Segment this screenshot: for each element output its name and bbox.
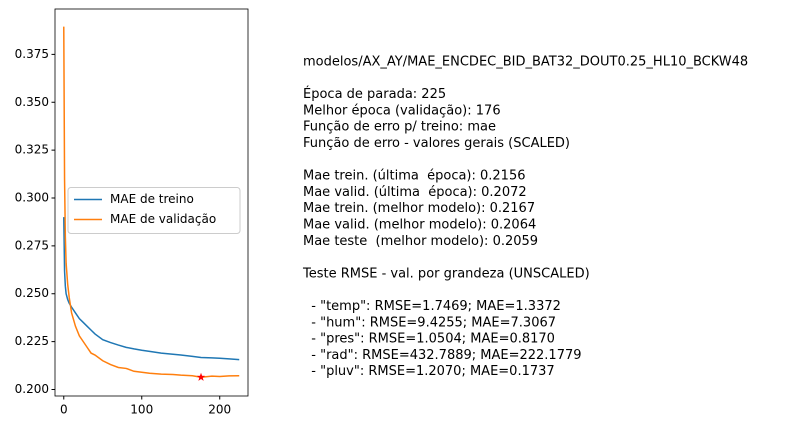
info-text: - "pres": RMSE=1.0504; MAE=0.8170 bbox=[303, 332, 555, 347]
x-tick-label: 100 bbox=[130, 403, 153, 417]
y-tick-label: 0.375 bbox=[15, 47, 49, 61]
info-text: - "pluv": RMSE=1.2070; MAE=0.1737 bbox=[303, 364, 555, 379]
x-tick-label: 200 bbox=[208, 403, 231, 417]
y-tick-label: 0.350 bbox=[15, 95, 49, 109]
info-text: Função de erro p/ treino: mae bbox=[303, 120, 496, 135]
y-tick-label: 0.300 bbox=[15, 191, 49, 205]
x-tick-label: 0 bbox=[60, 403, 68, 417]
legend-label: MAE de treino bbox=[110, 192, 194, 206]
info-text: - "hum": RMSE=9.4255; MAE=7.3067 bbox=[303, 315, 556, 330]
info-text: Mae trein. (melhor modelo): 0.2167 bbox=[303, 201, 535, 216]
series-line bbox=[63, 217, 240, 361]
info-text: Função de erro - valores gerais (SCALED) bbox=[303, 136, 570, 151]
legend-box bbox=[67, 187, 241, 234]
info-text: Mae valid. (última época): 0.2072 bbox=[303, 185, 527, 200]
info-text: Mae teste (melhor modelo): 0.2059 bbox=[303, 234, 538, 249]
y-tick-label: 0.200 bbox=[15, 382, 49, 396]
series-line bbox=[63, 26, 240, 378]
info-text: Teste RMSE - val. por grandeza (UNSCALED… bbox=[302, 266, 590, 281]
info-text: Mae valid. (melhor modelo): 0.2064 bbox=[303, 218, 536, 233]
y-tick-label: 0.250 bbox=[15, 286, 49, 300]
info-text: Mae trein. (última época): 0.2156 bbox=[303, 169, 526, 184]
y-tick-label: 0.325 bbox=[15, 143, 49, 157]
info-text: - "temp": RMSE=1.7469; MAE=1.3372 bbox=[303, 299, 561, 314]
y-tick-label: 0.225 bbox=[15, 334, 49, 348]
info-text: Melhor época (validação): 176 bbox=[303, 103, 501, 118]
axes-frame bbox=[54, 8, 249, 397]
legend-label: MAE de validação bbox=[110, 212, 216, 226]
info-text: - "rad": RMSE=432.7889; MAE=222.1779 bbox=[303, 348, 582, 363]
y-tick-label: 0.275 bbox=[15, 238, 49, 252]
best-point bbox=[196, 372, 206, 381]
info-text: modelos/AX_AY/MAE_ENCDEC_BID_BAT32_DOUT0… bbox=[303, 55, 748, 70]
info-text: Época de parada: 225 bbox=[303, 86, 446, 102]
